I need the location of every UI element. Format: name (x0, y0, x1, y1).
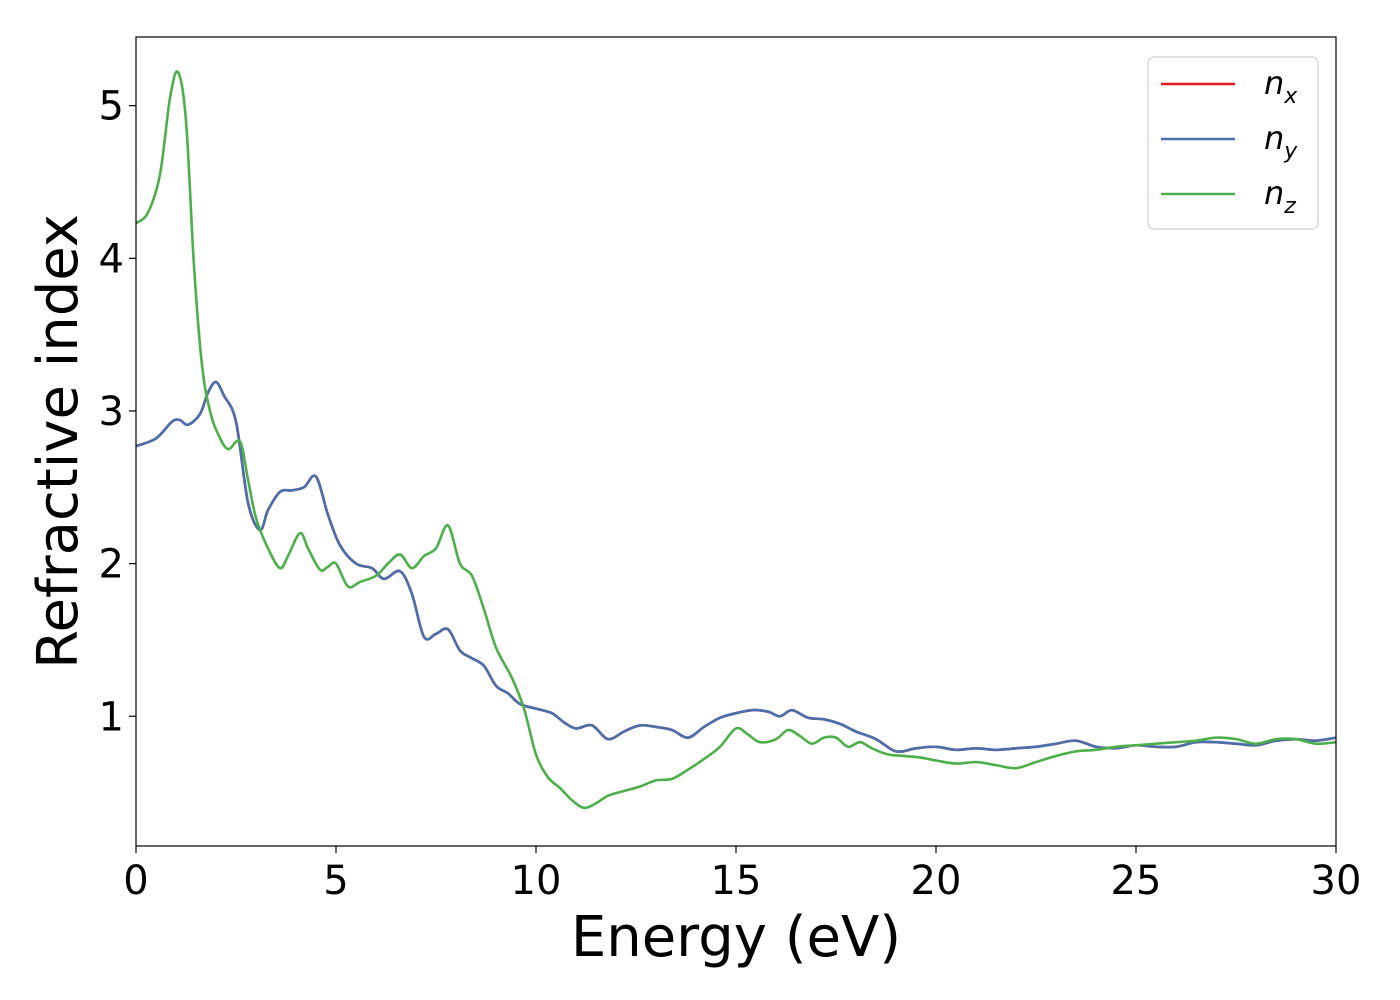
x-tick-label: 0 (123, 858, 148, 904)
x-tick-label: 5 (323, 858, 348, 904)
series-line-nx (136, 380, 1336, 753)
y-tick-label: 1 (99, 694, 124, 740)
legend-box (1147, 56, 1319, 230)
legend-label-nz: nz (1264, 174, 1296, 219)
y-tick-label: 4 (99, 236, 124, 282)
legend-label-ny: ny (1264, 119, 1298, 164)
legend-label-nx: nx (1264, 64, 1298, 109)
ticks-layer: 0 5 10 15 20 25 30 1 2 3 4 5 (99, 84, 1362, 904)
y-tick-label: 2 (99, 542, 124, 588)
x-axis-label: Energy (eV) (571, 905, 901, 970)
x-tick-label: 10 (511, 858, 562, 904)
x-tick-label: 25 (1111, 858, 1162, 904)
x-tick-label: 15 (711, 858, 762, 904)
y-tick-label: 3 (99, 389, 124, 435)
series-line-nz (136, 70, 1336, 810)
y-tick-label: 5 (99, 84, 124, 130)
x-tick-label: 20 (911, 858, 962, 904)
series-line-ny (136, 380, 1336, 753)
series-layer (136, 70, 1336, 810)
x-tick-label: 30 (1311, 858, 1362, 904)
legend: nx ny nz (1147, 56, 1319, 230)
y-axis-label: Refractive index (26, 214, 91, 669)
